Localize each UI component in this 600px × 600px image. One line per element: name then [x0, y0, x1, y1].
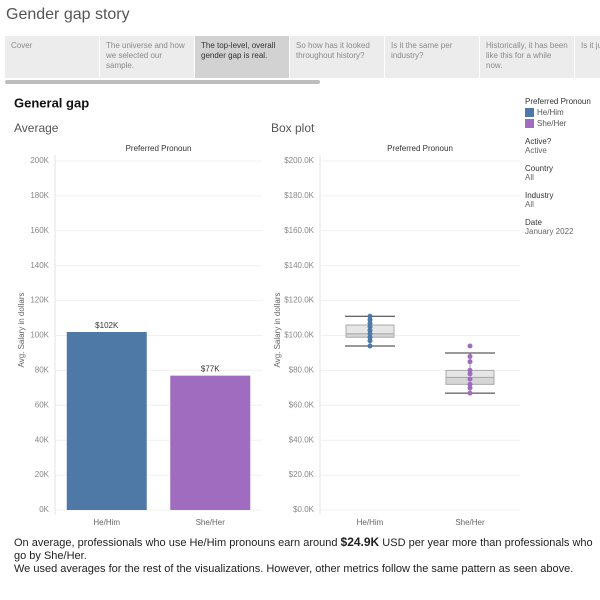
x-tick-label: He/Him — [93, 518, 120, 527]
data-point — [467, 359, 473, 365]
chart-title: Average — [14, 121, 59, 135]
filter-value[interactable]: All — [525, 200, 534, 209]
y-tick-label: $140.0K — [284, 261, 314, 270]
data-point — [367, 317, 373, 323]
legend-item[interactable]: She/Her — [525, 119, 600, 128]
legend-label: He/Him — [537, 108, 564, 117]
data-point — [467, 376, 473, 382]
scrollbar[interactable] — [5, 80, 320, 84]
data-point — [467, 343, 473, 349]
y-tick-label: 0K — [39, 505, 49, 514]
legend-swatch — [525, 108, 534, 117]
legend-item[interactable]: He/Him — [525, 108, 600, 117]
legend-swatch — [525, 119, 534, 128]
data-point — [367, 313, 373, 319]
x-tick-label: She/Her — [455, 518, 485, 527]
data-point — [467, 353, 473, 359]
footer: On average, professionals who use He/Him… — [14, 536, 594, 576]
y-axis-title: Avg. Salary in dollars — [17, 293, 26, 368]
y-tick-label: 140K — [30, 261, 49, 270]
filter-label: Industry — [525, 191, 554, 200]
data-point — [367, 331, 373, 337]
story-tab[interactable]: So how has it looked throughout history? — [290, 36, 385, 78]
filter-value[interactable]: January 2022 — [525, 227, 574, 236]
filters: Active? Active Country All Industry All Date Ja… — [525, 137, 600, 236]
story-tab[interactable]: The universe and how we selected our sam… — [100, 36, 195, 78]
y-tick-label: $180.0K — [284, 191, 314, 200]
story-tab[interactable]: Cover — [5, 36, 100, 78]
data-point — [367, 324, 373, 330]
data-point — [367, 334, 373, 340]
legend-label: She/Her — [537, 119, 567, 128]
y-tick-label: $80.0K — [289, 366, 315, 375]
x-tick-label: He/Him — [357, 518, 384, 527]
legend-title: Preferred Pronoun — [525, 97, 591, 106]
data-point — [467, 385, 473, 391]
value-label: $102K — [95, 321, 119, 330]
story-tabs: Cover The universe and how we selected ou… — [5, 36, 600, 78]
data-point — [367, 343, 373, 349]
sidebar: Preferred Pronoun He/Him She/Her Active? A… — [525, 97, 600, 236]
column-header: Preferred Pronoun — [387, 144, 453, 153]
y-tick-label: $120.0K — [284, 296, 314, 305]
filter-label: Country — [525, 164, 554, 173]
y-tick-label: $200.0K — [284, 156, 314, 165]
y-tick-label: 20K — [35, 470, 50, 479]
y-tick-label: 120K — [30, 296, 49, 305]
y-tick-label: $60.0K — [289, 400, 315, 409]
story-tab[interactable]: Is it the same per industry? — [385, 36, 480, 78]
data-point — [367, 320, 373, 326]
data-point — [367, 338, 373, 344]
highlight: $24.9K — [340, 535, 380, 549]
y-tick-label: 200K — [30, 156, 49, 165]
data-point — [467, 390, 473, 396]
footer-text: We used averages for the rest of the vis… — [14, 563, 574, 575]
story-tab[interactable]: Is it ju salary other e — [575, 36, 600, 78]
bar — [170, 375, 251, 510]
footer-text: USD per year more than professionals who… — [14, 537, 593, 562]
story-tab[interactable]: The top-level, overall gender gap is rea… — [195, 36, 290, 78]
y-tick-label: 100K — [30, 331, 49, 340]
filter-label: Date — [525, 218, 542, 227]
column-header: Preferred Pronoun — [126, 144, 192, 153]
y-tick-label: $40.0K — [289, 435, 315, 444]
y-tick-label: 160K — [30, 226, 49, 235]
data-point — [467, 371, 473, 377]
x-tick-label: She/Her — [196, 518, 226, 527]
y-tick-label: $0.0K — [293, 505, 315, 514]
y-axis-title: Avg. Salary in dollars — [273, 293, 282, 368]
filter-value[interactable]: All — [525, 173, 534, 182]
story-title: Gender gap story — [6, 6, 130, 23]
y-tick-label: $20.0K — [289, 470, 315, 479]
y-tick-label: $160.0K — [284, 226, 314, 235]
legend: He/Him She/Her — [525, 108, 600, 128]
y-tick-label: 180K — [30, 191, 49, 200]
y-tick-label: 80K — [35, 366, 50, 375]
value-label: $77K — [201, 365, 220, 374]
data-point — [467, 381, 473, 387]
y-tick-label: 60K — [35, 400, 50, 409]
bar — [66, 332, 147, 510]
data-point — [367, 327, 373, 333]
story-tab[interactable]: Historically, it has been like this for … — [480, 36, 575, 78]
filter-label: Active? — [525, 137, 552, 146]
footer-text: On average, professionals who use He/Him… — [14, 537, 338, 549]
chart-title: Box plot — [271, 121, 315, 135]
y-tick-label: 40K — [35, 435, 50, 444]
dashboard-title: General gap — [14, 95, 89, 110]
y-tick-label: $100.0K — [284, 331, 314, 340]
data-point — [467, 367, 473, 373]
filter-value[interactable]: Active — [525, 146, 547, 155]
